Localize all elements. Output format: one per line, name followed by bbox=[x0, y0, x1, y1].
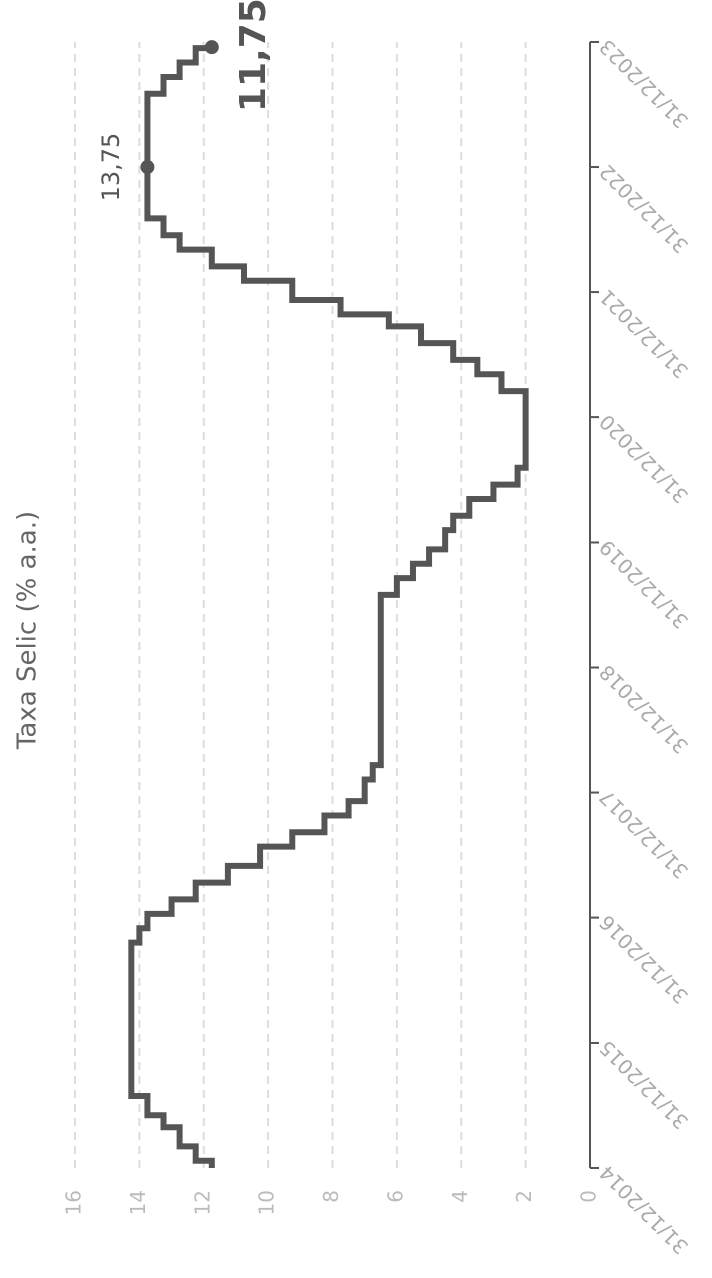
marker bbox=[140, 160, 155, 175]
x-tick-label: 31/12/2018 bbox=[594, 660, 692, 758]
marker-label: 11,75 bbox=[233, 0, 274, 112]
x-tick-label: 31/12/2020 bbox=[594, 410, 692, 508]
x-tick-label: 31/12/2019 bbox=[594, 535, 692, 633]
y-tick-label: 2 bbox=[512, 1190, 536, 1203]
y-tick-label: 12 bbox=[190, 1190, 214, 1215]
marker bbox=[204, 40, 219, 55]
x-tick-label: 31/12/2021 bbox=[594, 285, 692, 383]
y-tick-label: 16 bbox=[62, 1190, 86, 1215]
rotated-chart: Taxa Selic (% a.a.) 0 2 4 6 8 10 12 14 16 31/12/2… bbox=[13, 0, 693, 1259]
y-tick-label: 8 bbox=[319, 1190, 343, 1203]
line bbox=[128, 45, 529, 1168]
x-tick-label: 31/12/2016 bbox=[594, 910, 692, 1008]
chart-title: Taxa Selic (% a.a.) bbox=[13, 511, 43, 750]
x-tick-label: 31/12/2022 bbox=[594, 160, 692, 258]
x-tick-label: 31/12/2015 bbox=[594, 1036, 692, 1134]
y-tick-label: 10 bbox=[255, 1190, 279, 1215]
x-tick-label: 31/12/2023 bbox=[594, 35, 692, 133]
x-tick-label: 31/12/2014 bbox=[594, 1161, 692, 1259]
y-tick-label: 6 bbox=[383, 1190, 407, 1203]
x-tick-label: 31/12/2017 bbox=[594, 785, 692, 883]
y-tick-label: 0 bbox=[577, 1190, 601, 1203]
y-tick-label: 14 bbox=[126, 1190, 150, 1215]
y-tick-label: 4 bbox=[448, 1190, 472, 1203]
marker-label: 13,75 bbox=[97, 133, 125, 202]
